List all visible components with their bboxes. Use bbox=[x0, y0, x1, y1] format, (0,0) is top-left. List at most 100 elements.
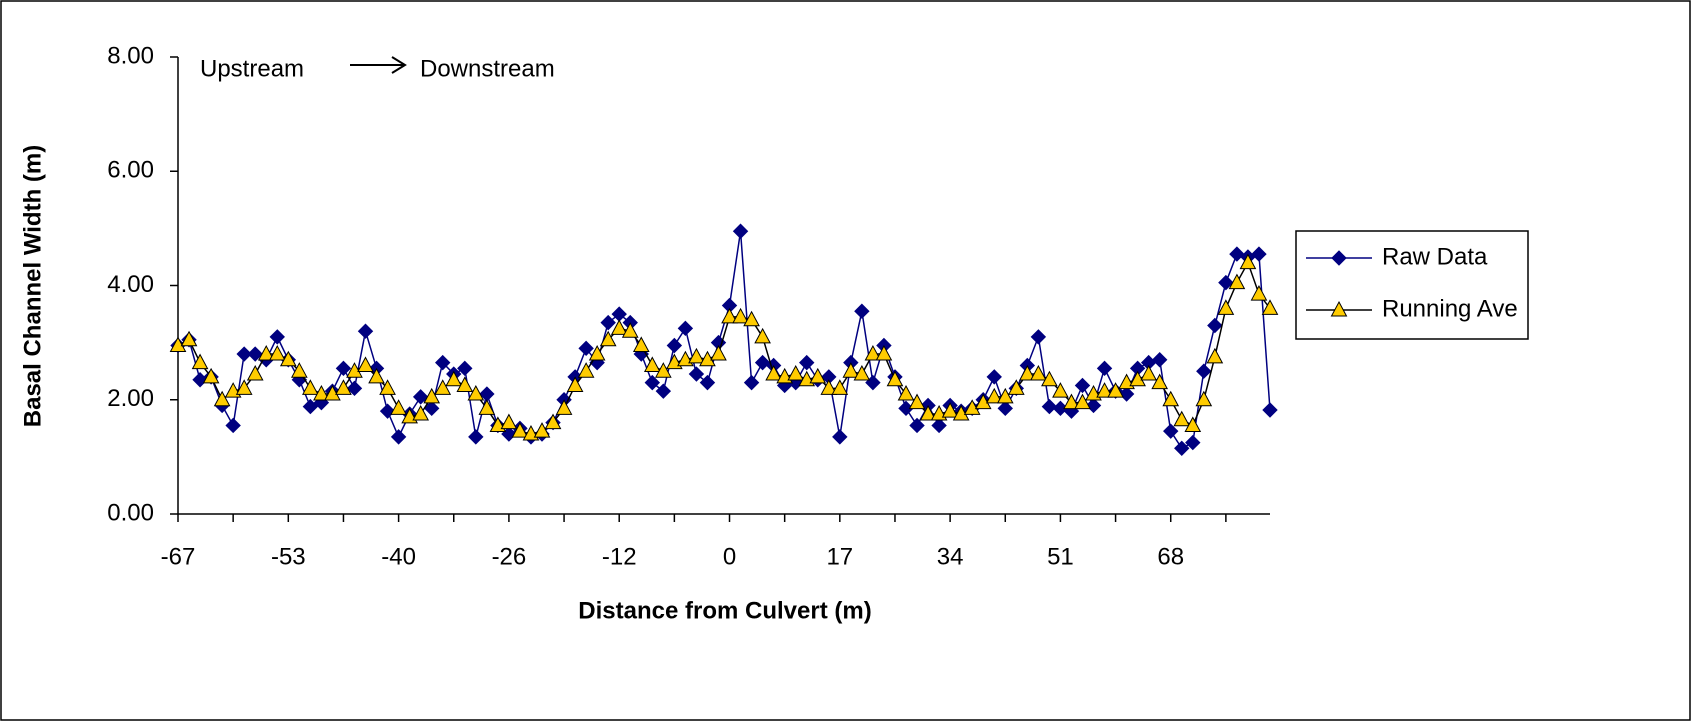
data-point bbox=[832, 429, 848, 445]
x-tick-label: -40 bbox=[381, 543, 416, 570]
data-point bbox=[809, 367, 827, 384]
data-point bbox=[854, 303, 870, 319]
data-point bbox=[1206, 347, 1224, 364]
x-tick-label: 34 bbox=[937, 543, 964, 570]
data-point bbox=[1074, 393, 1091, 410]
data-point bbox=[434, 379, 452, 395]
data-point bbox=[1074, 377, 1091, 394]
y-tick-label: 2.00 bbox=[107, 385, 154, 412]
data-point bbox=[644, 374, 661, 391]
data-point bbox=[457, 360, 473, 377]
data-point bbox=[1041, 398, 1058, 415]
data-point bbox=[268, 344, 286, 361]
data-point bbox=[390, 399, 407, 415]
data-point bbox=[180, 330, 198, 347]
data-point bbox=[1174, 440, 1190, 457]
data-point bbox=[566, 376, 584, 392]
data-point bbox=[379, 379, 396, 395]
data-point bbox=[1030, 364, 1047, 381]
data-point bbox=[1207, 317, 1223, 334]
data-point bbox=[1239, 253, 1257, 270]
data-point bbox=[335, 360, 352, 377]
data-point bbox=[357, 323, 374, 339]
data-point bbox=[721, 307, 738, 324]
data-point bbox=[1228, 273, 1246, 290]
y-tick-label: 6.00 bbox=[107, 157, 154, 184]
data-point bbox=[1251, 246, 1267, 262]
data-point bbox=[368, 367, 385, 384]
data-point bbox=[654, 362, 672, 378]
data-point bbox=[985, 387, 1003, 404]
data-point bbox=[577, 362, 595, 378]
data-point bbox=[610, 319, 628, 335]
data-point bbox=[247, 346, 263, 362]
data-point bbox=[533, 422, 551, 438]
data-point bbox=[202, 367, 220, 384]
annotation-arrow bbox=[350, 56, 407, 74]
y-tick-label: 8.00 bbox=[107, 42, 154, 69]
data-point bbox=[765, 364, 782, 381]
data-point bbox=[1140, 364, 1158, 381]
data-point bbox=[909, 417, 925, 434]
data-point bbox=[599, 330, 617, 347]
legend-marker bbox=[1331, 250, 1347, 266]
legend-label: Running Ave bbox=[1382, 295, 1518, 322]
data-point bbox=[600, 314, 616, 331]
data-point bbox=[666, 337, 683, 354]
data-point bbox=[1096, 360, 1113, 377]
data-point bbox=[743, 310, 760, 327]
legend-label: Raw Data bbox=[1382, 243, 1488, 270]
data-point bbox=[257, 344, 275, 361]
data-point bbox=[831, 379, 849, 395]
data-point bbox=[677, 320, 694, 337]
data-point bbox=[302, 379, 319, 395]
data-point bbox=[468, 429, 484, 445]
x-axis-title: Distance from Culvert (m) bbox=[578, 597, 871, 624]
x-tick-label: -53 bbox=[271, 543, 306, 570]
x-tick-label: 51 bbox=[1047, 543, 1074, 570]
data-point bbox=[875, 344, 893, 361]
data-point bbox=[246, 364, 264, 381]
x-tick-label: 0 bbox=[723, 543, 736, 570]
data-point bbox=[688, 366, 705, 382]
data-point bbox=[302, 398, 319, 415]
data-point bbox=[1184, 416, 1202, 432]
data-point bbox=[346, 380, 363, 397]
data-point bbox=[1063, 393, 1080, 410]
data-point bbox=[732, 307, 749, 324]
data-point bbox=[1173, 410, 1191, 427]
data-point bbox=[478, 399, 496, 415]
data-point bbox=[544, 413, 562, 430]
legend bbox=[1295, 230, 1529, 340]
data-point bbox=[578, 340, 594, 357]
data-point bbox=[456, 376, 474, 392]
data-point bbox=[842, 362, 860, 378]
data-point bbox=[1030, 329, 1047, 345]
data-point bbox=[1052, 382, 1069, 398]
data-point bbox=[357, 356, 374, 372]
data-point bbox=[655, 383, 672, 399]
data-point bbox=[1163, 423, 1179, 439]
data-point bbox=[1041, 370, 1058, 387]
x-tick-label: 68 bbox=[1157, 543, 1184, 570]
data-point bbox=[236, 346, 252, 362]
data-point bbox=[1007, 379, 1025, 395]
data-point bbox=[996, 387, 1014, 404]
data-point bbox=[423, 387, 441, 404]
data-point bbox=[886, 370, 904, 387]
data-point bbox=[1218, 274, 1234, 291]
data-point bbox=[732, 223, 749, 239]
data-point bbox=[1151, 352, 1168, 368]
data-point bbox=[754, 354, 771, 371]
data-point bbox=[1151, 373, 1169, 390]
x-tick-label: 17 bbox=[826, 543, 853, 570]
data-point bbox=[688, 347, 705, 364]
data-point bbox=[412, 404, 430, 421]
data-point bbox=[820, 379, 838, 395]
y-tick-label: 0.00 bbox=[107, 499, 154, 526]
data-point bbox=[931, 417, 947, 434]
data-point bbox=[225, 417, 241, 434]
data-point bbox=[313, 384, 330, 401]
data-point bbox=[467, 384, 485, 401]
data-point bbox=[290, 362, 308, 378]
